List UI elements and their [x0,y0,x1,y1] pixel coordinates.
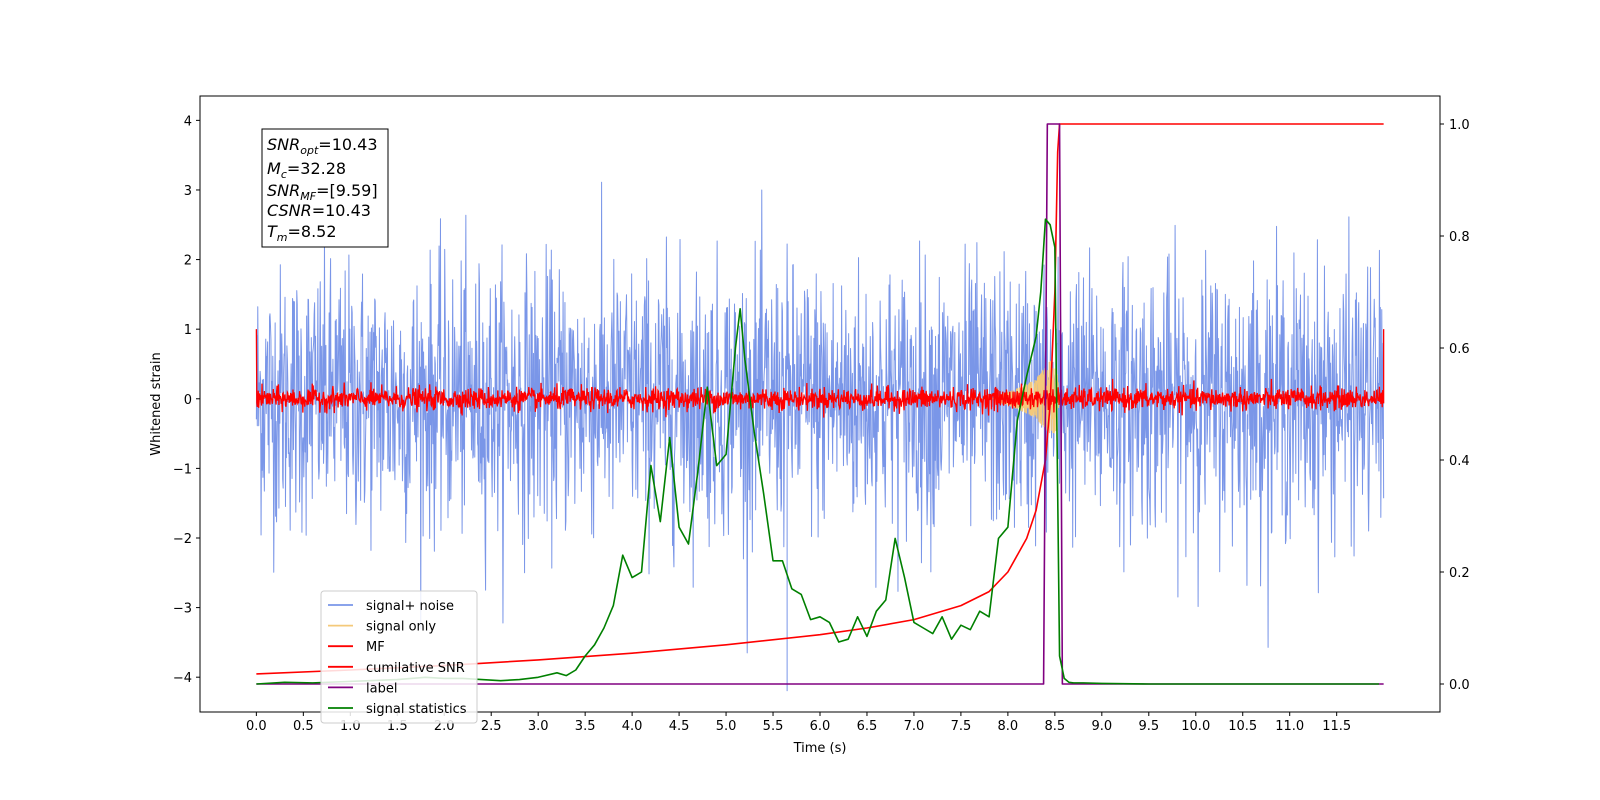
y-tick-label-right: 0.8 [1449,230,1470,245]
y-tick-label-right: 0.4 [1449,454,1470,469]
x-tick-label: 5.5 [763,719,784,734]
y-tick-label-left: 2 [184,254,192,269]
y-tick-label-left: 0 [184,393,192,408]
annotation-snr-mf: SNRMF=[9.59] [267,181,378,203]
x-tick-label: 8.5 [1045,719,1066,734]
x-tick-label: 3.0 [528,719,549,734]
y-tick-label-left: −2 [173,532,192,547]
x-tick-label: 2.5 [481,719,502,734]
legend-label: cumilative SNR [366,661,465,676]
x-tick-label: 9.5 [1138,719,1159,734]
x-tick-label: 4.0 [622,719,643,734]
series-cumulative-snr [256,123,1384,675]
x-tick-label: 0.0 [246,719,267,734]
x-tick-label: 11.0 [1275,719,1304,734]
series-mf [255,329,1385,418]
x-tick-label: 11.5 [1322,719,1351,734]
legend-label: label [366,681,397,696]
x-tick-label: 8.0 [998,719,1019,734]
y-tick-label-right: 0.2 [1449,566,1470,581]
annotation-tm: Tm=8.52 [267,222,337,244]
legend: signal+ noise signal only MF cumilative SNR… [320,590,478,724]
y-tick-label-left: 1 [184,323,192,338]
y-axis-right: 1.0 0.8 0.6 0.4 0.2 0.0 [1440,118,1470,693]
x-tick-label: 7.5 [951,719,972,734]
x-tick-label: 9.0 [1091,719,1112,734]
y-tick-label-right: 1.0 [1449,118,1470,133]
x-tick-label: 7.0 [904,719,925,734]
y-tick-label-left: −1 [173,462,192,477]
annotation-frame [261,128,389,248]
y-axis-label: Whitened strain [149,352,164,455]
legend-label: MF [366,640,385,655]
legend-label: signal only [366,620,436,635]
x-tick-label: 0.5 [293,719,314,734]
y-tick-label-right: 0.6 [1449,342,1470,357]
y-tick-label-left: 4 [184,114,192,129]
x-tick-label: 4.5 [669,719,690,734]
x-tick-label: 10.0 [1181,719,1210,734]
x-tick-label: 10.5 [1228,719,1257,734]
annotation-mc: Mc=32.28 [267,159,346,181]
series-layer [255,123,1385,692]
x-tick-label: 6.0 [810,719,831,734]
x-axis: 0.0 0.5 1.0 1.5 2.0 2.5 3.0 3.5 4.0 4.5 5.0 5.5 6.0 6… [246,712,1351,734]
legend-label: signal statistics [366,702,467,717]
annotation-snr-opt: SNRopt=10.43 [267,135,378,157]
y-axis-left: 4 3 2 1 0 −1 −2 −3 −4 [173,114,200,686]
x-axis-label: Time (s) [793,741,847,756]
y-tick-label-left: 3 [184,184,192,199]
y-tick-label-right: 0.0 [1449,678,1470,693]
x-tick-label: 3.5 [575,719,596,734]
annotation-box: SNRopt=10.43 Mc=32.28 SNRMF=[9.59] CSNR=… [261,128,389,248]
legend-frame [320,590,478,724]
legend-label: signal+ noise [366,599,454,614]
y-tick-label-left: −4 [173,671,192,686]
x-tick-label: 5.0 [716,719,737,734]
annotation-csnr: CSNR=10.43 [267,201,371,220]
series-signal-plus-noise [255,181,1385,692]
x-tick-label: 6.5 [857,719,878,734]
y-tick-label-left: −3 [173,602,192,617]
series-signal-statistics [256,218,1379,685]
